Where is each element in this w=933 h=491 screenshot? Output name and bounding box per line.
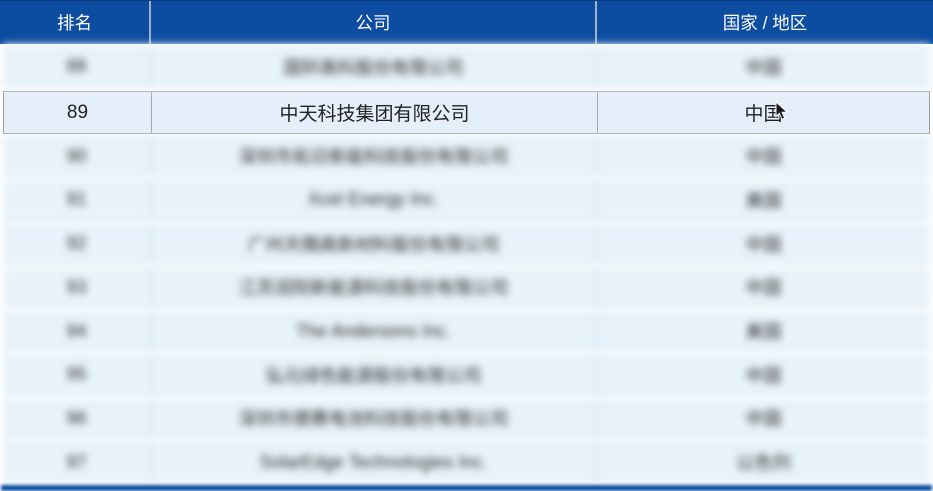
company-cell: 弘元绿色能源股份有限公司 [151,353,597,396]
country-cell: 中国 [745,409,782,430]
country-cell: 中国 [744,104,783,126]
table-body: 88 国轩高科股份有限公司 中国 89 中天科技集团有限公司 中国 90 深圳市… [0,44,933,486]
header-company: 公司 [151,1,597,44]
rank-cell: 90 [3,135,151,178]
country-cell: 中国 [745,278,782,299]
company-cell: 广州天赐高新材料股份有限公司 [151,222,597,265]
country-cell: 中国 [745,234,782,255]
table-row-95[interactable]: 95 弘元绿色能源股份有限公司 中国 [3,353,930,398]
rank-cell: 93 [3,266,151,309]
next-page-header-edge [1,485,932,491]
company-cell: The Andersons Inc. [151,310,597,352]
rank-cell: 96 [3,397,151,440]
company-cell: 国轩高科股份有限公司 [151,46,597,88]
rank-cell: 92 [3,222,151,265]
country-cell: 中国 [745,57,782,78]
rank-cell: 97 [3,441,151,484]
country-cell: 以色列 [736,453,791,474]
table-row-91[interactable]: 91 Xcel Energy Inc. 美国 [3,179,930,223]
table-row-88[interactable]: 88 国轩高科股份有限公司 中国 [3,44,930,90]
rank-cell: 88 [3,46,151,88]
company-cell: 深圳市德赛电池科技股份有限公司 [151,397,597,440]
header-rank: 排名 [0,1,151,44]
company-cell: SolarEdge Technologies Inc. [151,441,597,484]
table-row-89-focused[interactable]: 89 中天科技集团有限公司 中国 [3,90,930,135]
company-cell: Xcel Energy Inc. [151,179,597,221]
table-header-row: 排名 公司 国家 / 地区 [0,0,933,44]
rank-cell: 94 [3,310,151,352]
rank-cell: 89 [4,91,152,134]
table-row-92[interactable]: 92 广州天赐高新材料股份有限公司 中国 [3,222,930,267]
table-row-94[interactable]: 94 The Andersons Inc. 美国 [3,310,930,354]
table-row-97[interactable]: 97 SolarEdge Technologies Inc. 以色列 [3,441,930,486]
company-cell: 江苏润阳新能源科技股份有限公司 [151,266,597,309]
table-row-90[interactable]: 90 深圳市拓日新能科技股份有限公司 中国 [3,135,930,180]
rank-cell: 95 [3,353,151,396]
country-cell: 美国 [745,322,782,343]
country-cell: 中国 [745,147,782,168]
country-cell: 中国 [745,365,782,386]
company-cell: 中天科技集团有限公司 [152,91,598,134]
header-country: 国家 / 地区 [722,13,808,33]
company-cell: 深圳市拓日新能科技股份有限公司 [151,135,597,178]
country-cell: 美国 [745,190,782,211]
table-row-96[interactable]: 96 深圳市德赛电池科技股份有限公司 中国 [3,397,930,442]
rank-cell: 91 [3,179,151,221]
table-row-93[interactable]: 93 江苏润阳新能源科技股份有限公司 中国 [3,266,930,311]
